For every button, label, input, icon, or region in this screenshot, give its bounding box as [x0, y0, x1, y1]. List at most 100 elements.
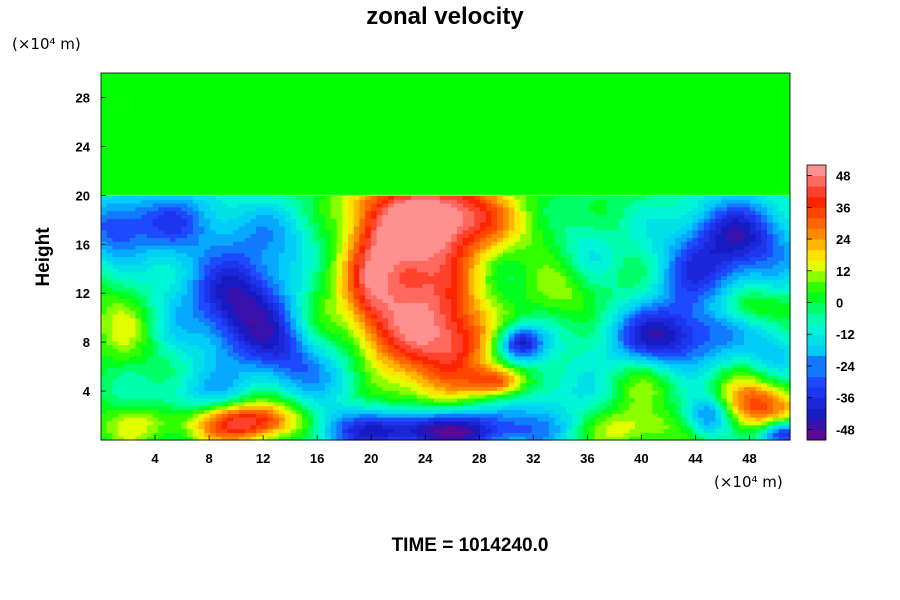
field-cell — [640, 294, 648, 300]
field-cell — [520, 386, 527, 391]
field-cell — [543, 298, 550, 303]
field-cell — [646, 325, 653, 330]
field-cell — [215, 401, 223, 407]
field-cell — [141, 344, 148, 349]
field-cell — [784, 371, 791, 376]
field-cell — [152, 352, 160, 357]
field-cell — [359, 294, 366, 300]
field-cell — [646, 340, 653, 346]
field-cell — [583, 382, 590, 388]
field-cell — [767, 317, 774, 323]
field-cell — [767, 332, 774, 338]
field-cell — [129, 344, 137, 349]
field-cell — [164, 329, 171, 334]
field-cell — [353, 298, 360, 303]
field-cell — [456, 321, 464, 326]
field-cell — [543, 390, 550, 395]
field-cell — [106, 382, 114, 388]
field-cell — [365, 378, 372, 384]
field-cell — [273, 432, 280, 437]
field-cell — [187, 386, 194, 391]
field-cell — [543, 306, 550, 311]
field-cell — [646, 424, 653, 430]
field-cell — [594, 394, 602, 399]
field-cell — [106, 298, 114, 303]
field-cell — [238, 306, 246, 311]
field-cell — [767, 386, 774, 391]
field-cell — [227, 424, 234, 430]
field-cell — [612, 329, 619, 334]
field-cell — [669, 355, 676, 361]
field-cell — [732, 355, 739, 361]
field-cell — [370, 348, 378, 353]
field-cell — [560, 336, 567, 342]
field-cell — [261, 359, 269, 365]
field-cell — [767, 298, 774, 303]
field-cell — [577, 287, 584, 292]
field-cell — [761, 287, 768, 292]
field-cell — [118, 401, 125, 407]
field-cell — [146, 352, 154, 357]
field-cell — [439, 375, 447, 380]
field-cell — [296, 378, 303, 384]
field-cell — [445, 340, 452, 346]
field-cell — [669, 340, 676, 346]
field-cell — [284, 413, 292, 418]
field-cell — [634, 321, 642, 326]
field-cell — [508, 294, 515, 300]
field-cell — [106, 332, 114, 338]
field-cell — [629, 317, 636, 323]
field-cell — [198, 317, 205, 323]
field-cell — [187, 432, 194, 437]
field-cell — [215, 329, 223, 334]
field-cell — [112, 287, 119, 292]
field-cell — [657, 332, 665, 338]
field-cell — [181, 332, 188, 338]
field-cell — [158, 428, 165, 433]
field-cell — [778, 428, 785, 433]
field-cell — [158, 424, 165, 430]
field-cell — [152, 397, 160, 403]
field-cell — [169, 336, 177, 342]
field-cell — [324, 283, 332, 288]
field-cell — [204, 409, 211, 414]
field-cell — [767, 302, 774, 307]
field-cell — [554, 405, 561, 411]
field-cell — [491, 386, 498, 391]
field-cell — [221, 290, 228, 296]
field-cell — [560, 290, 567, 296]
field-cell — [721, 355, 728, 361]
field-cell — [692, 371, 699, 376]
field-cell — [537, 401, 544, 407]
field-cell — [233, 321, 240, 326]
field-cell — [778, 283, 785, 288]
field-cell — [112, 317, 119, 323]
field-cell — [313, 302, 320, 307]
field-cell — [244, 325, 251, 330]
field-cell — [307, 405, 315, 411]
field-cell — [267, 348, 274, 353]
field-cell — [767, 352, 774, 357]
field-cell — [692, 394, 699, 399]
field-cell — [187, 340, 194, 346]
field-cell — [502, 413, 510, 418]
field-cell — [227, 409, 234, 414]
field-cell — [101, 371, 108, 376]
field-cell — [617, 382, 625, 388]
field-cell — [342, 298, 349, 303]
field-cell — [675, 348, 682, 353]
field-cell — [732, 306, 739, 311]
field-cell — [698, 329, 705, 334]
field-cell — [629, 397, 636, 403]
field-cell — [462, 287, 470, 292]
field-cell — [169, 382, 177, 388]
field-cell — [376, 321, 383, 326]
field-cell — [715, 325, 722, 330]
field-cell — [296, 302, 303, 307]
field-cell — [118, 424, 125, 430]
field-cell — [508, 371, 515, 376]
field-cell — [158, 344, 165, 349]
field-cell — [215, 413, 223, 418]
field-cell — [445, 409, 452, 414]
field-cell — [767, 290, 774, 296]
